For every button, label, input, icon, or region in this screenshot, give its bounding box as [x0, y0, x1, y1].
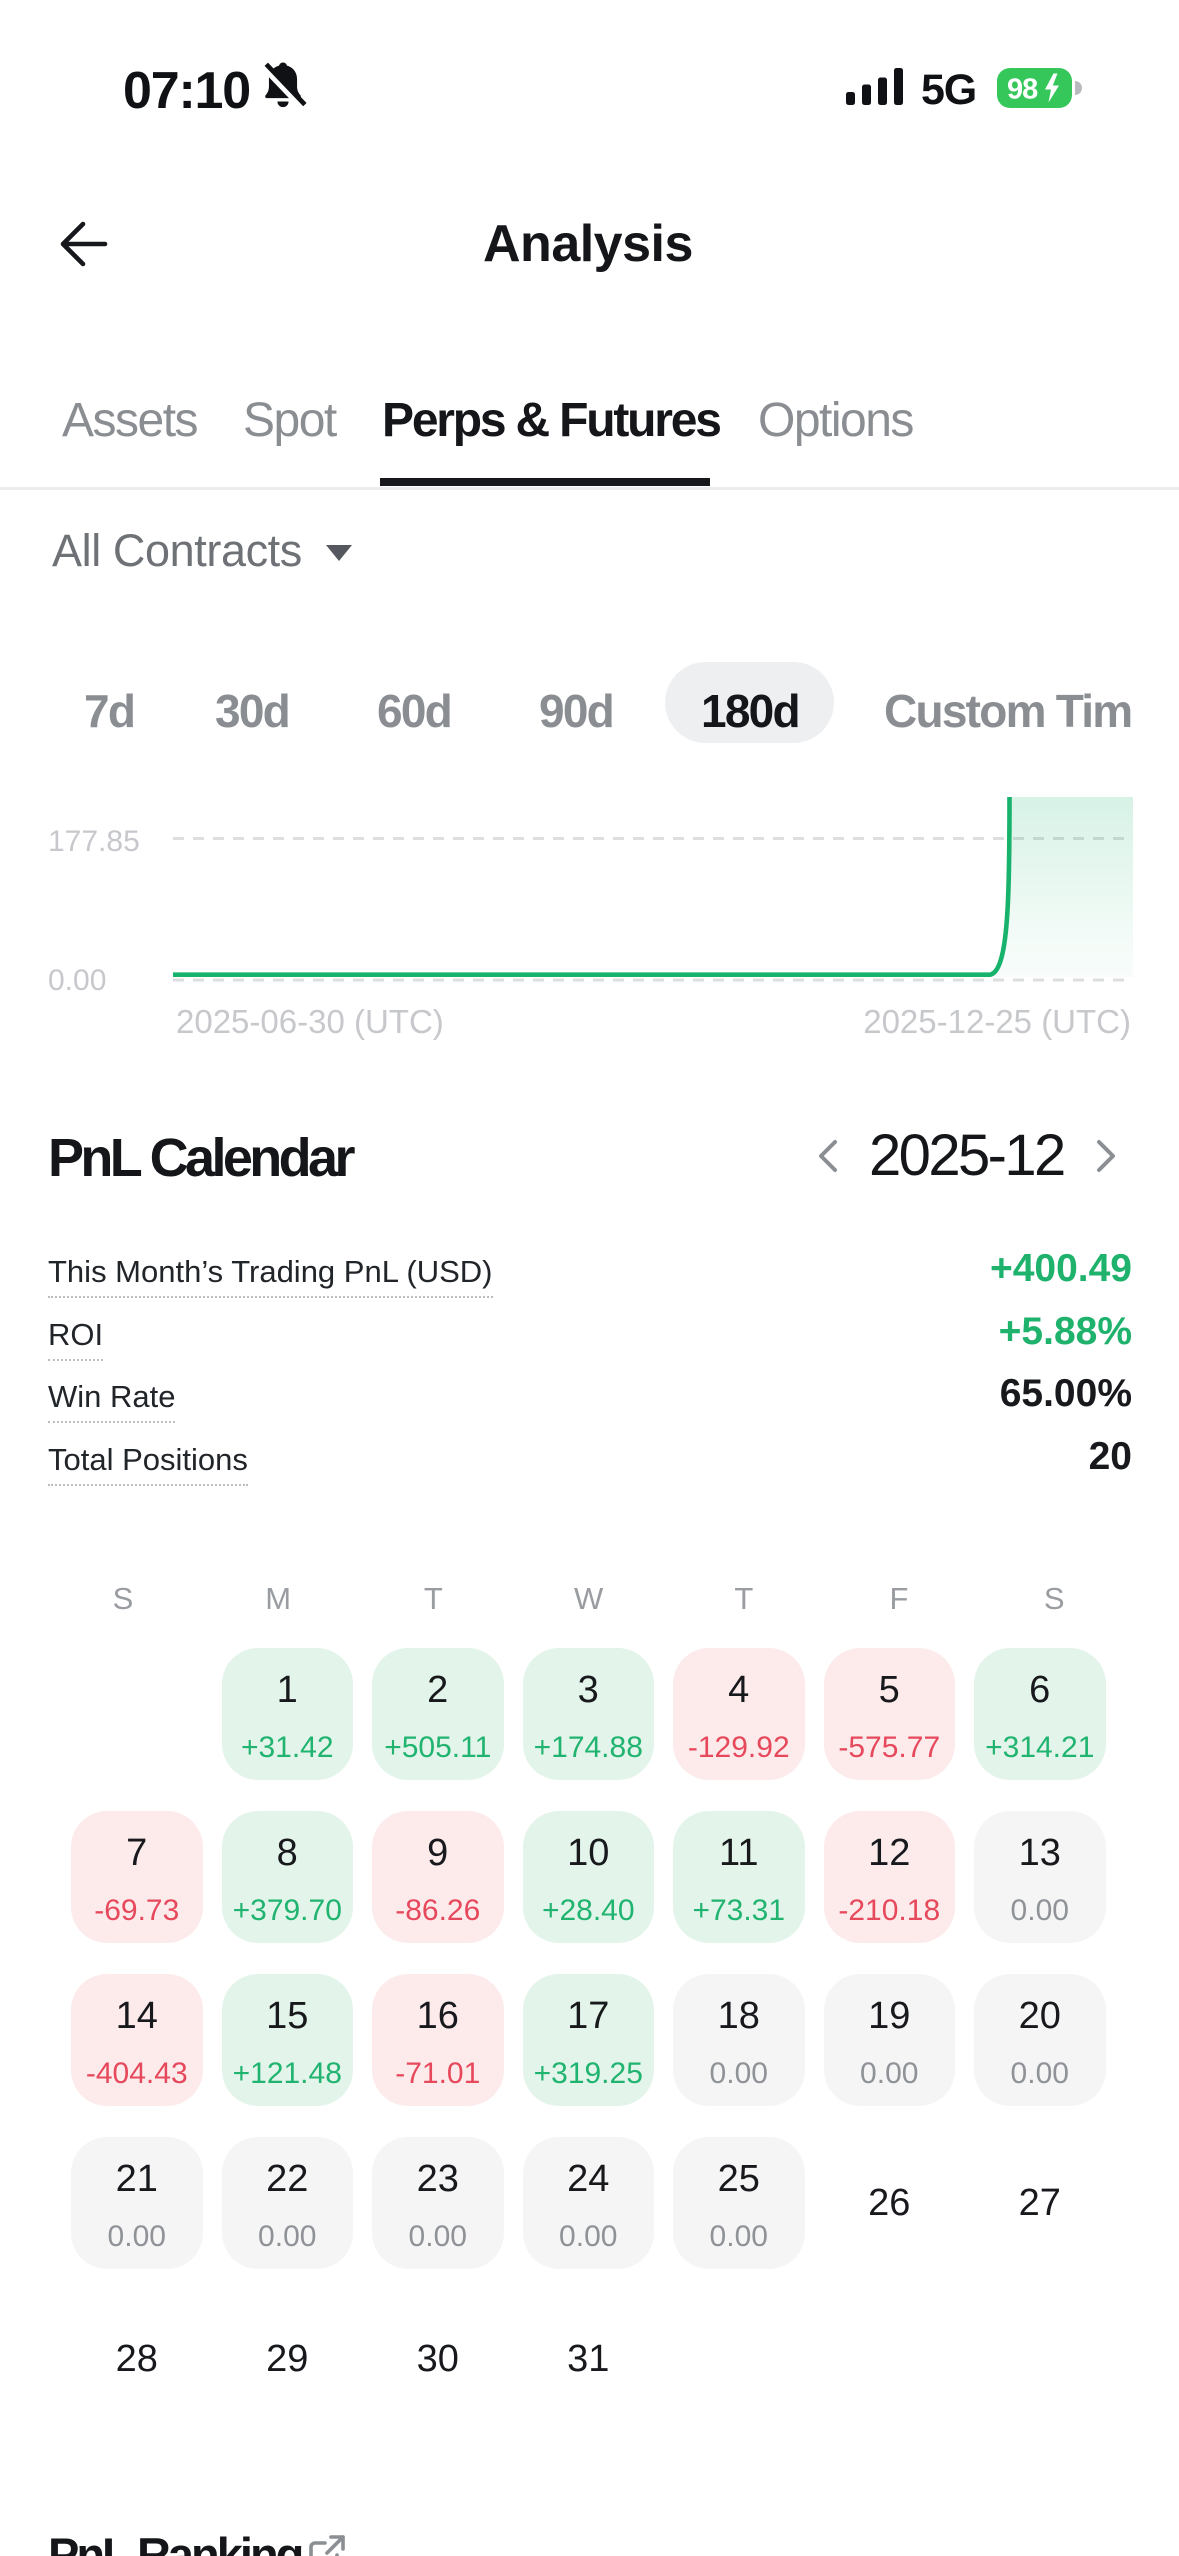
svg-text:98: 98 — [1007, 74, 1038, 106]
